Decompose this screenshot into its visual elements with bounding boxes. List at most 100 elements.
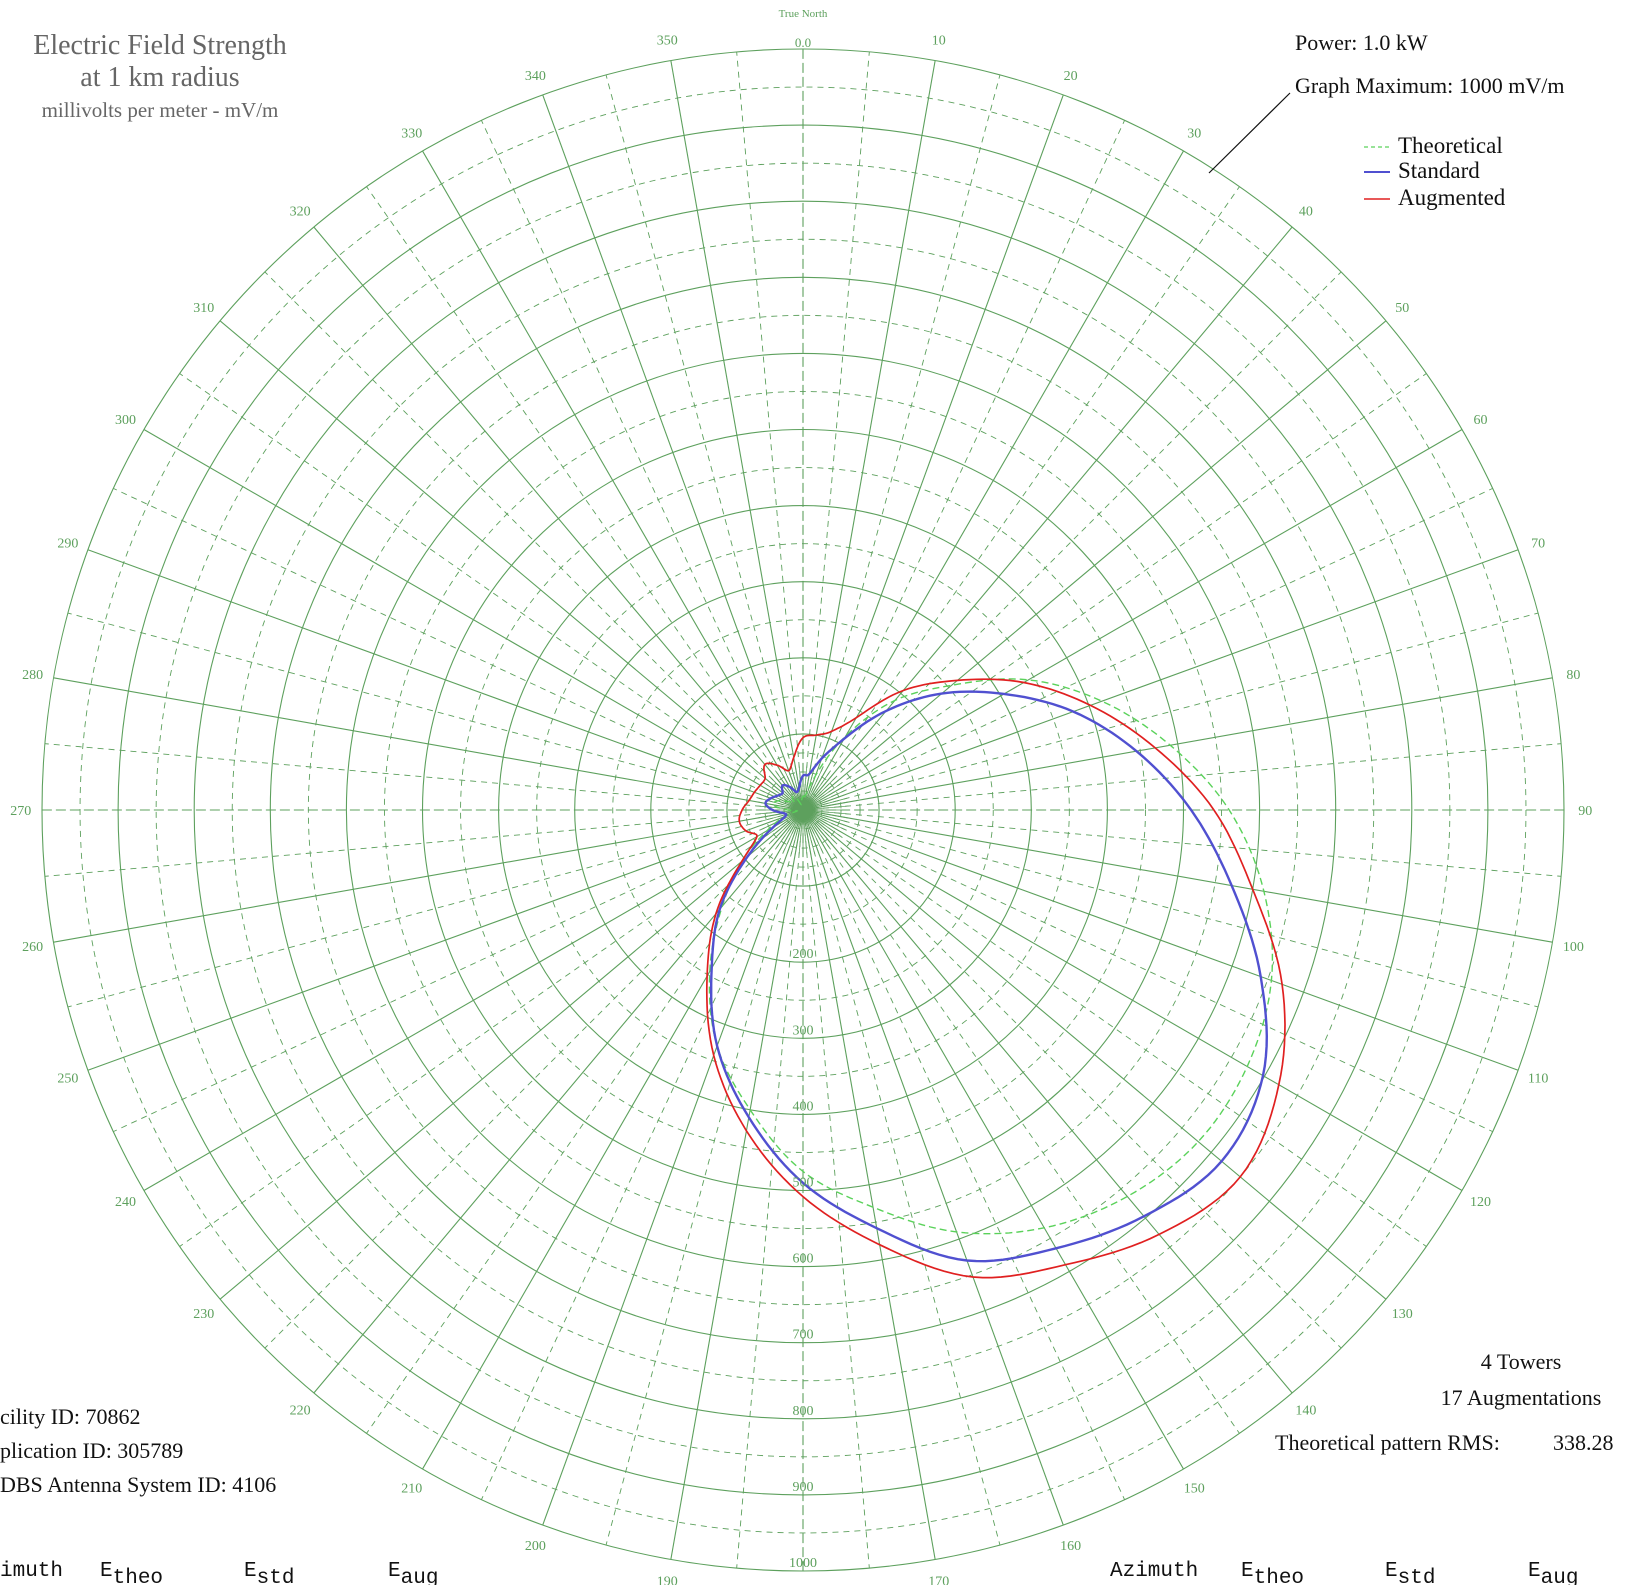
grid-spoke: [810, 814, 1463, 1191]
grid-spoke-minor: [366, 186, 799, 803]
table-header-right: Azimuth Etheo Estd Eaug: [1110, 1560, 1578, 1585]
facility-id: cility ID: 70862: [0, 1404, 141, 1429]
grid-spoke-minor: [44, 810, 794, 877]
header-azimuth: imuth: [0, 1560, 63, 1583]
towers-text: 4 Towers: [1481, 1349, 1562, 1374]
grid-spoke: [219, 815, 797, 1300]
angle-label: 40: [1299, 205, 1313, 220]
grid-spoke-minor: [736, 819, 803, 1569]
graph-max-text: Graph Maximum: 1000 mV/m: [1295, 73, 1564, 98]
ring-label: 800: [793, 1404, 814, 1419]
angle-label: 30: [1187, 127, 1201, 142]
grid-spoke: [542, 94, 801, 802]
rms-value: 338.28: [1553, 1430, 1614, 1455]
ring-label: 600: [793, 1252, 814, 1267]
grid-spoke: [807, 817, 1184, 1470]
angle-label: 120: [1470, 1195, 1491, 1210]
grid-spoke-minor: [179, 814, 796, 1247]
grid-spoke: [53, 677, 795, 809]
grid-spoke: [811, 549, 1519, 808]
augmentations-text: 17 Augmentations: [1441, 1385, 1602, 1410]
power-text: Power: 1.0 kW: [1295, 30, 1428, 55]
grid-spoke-minor: [480, 120, 800, 802]
grid-ring: [345, 352, 1261, 1268]
angle-label: 280: [22, 668, 43, 683]
ring-label: 500: [793, 1176, 814, 1191]
grid-spoke-minor: [736, 51, 803, 801]
header-e-theo: Etheo: [1241, 1560, 1304, 1585]
angle-label: 260: [22, 940, 43, 955]
grid-spoke-minor: [67, 612, 795, 809]
legend: Theoretical Standard Augmented: [1364, 133, 1506, 210]
grid-ring-minor: [460, 467, 1146, 1153]
chart-subtitle: at 1 km radius: [80, 62, 239, 93]
grid-ring-minor: [612, 619, 994, 1001]
angle-label: 300: [115, 413, 136, 428]
legend-augmented: Augmented: [1398, 185, 1506, 210]
angle-label: 50: [1395, 301, 1409, 316]
angle-label: 150: [1184, 1482, 1205, 1497]
rms-label: Theoretical pattern RMS:: [1275, 1430, 1500, 1455]
application-id: plication ID: 305789: [0, 1438, 183, 1463]
series-standard: [710, 690, 1269, 1263]
angle-label: 220: [290, 1403, 311, 1418]
grid-spoke: [811, 812, 1519, 1071]
angle-label: 0.0: [795, 35, 811, 50]
grid-spoke-minor: [605, 818, 802, 1546]
grid-spoke-minor: [807, 817, 1240, 1434]
angle-label: 210: [401, 1482, 422, 1497]
grid-spoke: [87, 812, 795, 1071]
grid-spoke: [313, 226, 798, 804]
angle-label: 290: [57, 536, 78, 551]
ring-label: 400: [793, 1099, 814, 1114]
angle-label: 350: [657, 34, 678, 49]
grid-spoke-minor: [803, 819, 870, 1569]
ring-label: 1000: [789, 1556, 817, 1571]
series-augmented: [705, 678, 1286, 1279]
grid-spoke: [219, 320, 797, 805]
grid-spoke: [143, 429, 796, 806]
grid-spoke-minor: [67, 811, 795, 1008]
angle-label: 230: [193, 1307, 214, 1322]
grid-spoke: [670, 818, 802, 1560]
angle-label: 320: [290, 205, 311, 220]
grid-spoke-minor: [809, 816, 1342, 1349]
grid-labels: 0.0 10 20 30 40 50 60 70 80 90 100 110 120 130 140 150 1…: [10, 34, 1592, 1585]
grid-spoke-minor: [366, 817, 799, 1434]
grid-spoke-minor: [811, 811, 1539, 1008]
ring-label: 700: [793, 1328, 814, 1343]
header-e-aug: Eaug: [388, 1560, 438, 1585]
grid-spoke: [53, 811, 795, 943]
grid-spoke: [807, 150, 1184, 803]
angle-label: 60: [1474, 413, 1488, 428]
grid-ring: [193, 200, 1413, 1420]
grid-spoke-minor: [480, 818, 800, 1500]
grid-spoke-minor: [804, 74, 1001, 802]
grid-spoke-minor: [811, 813, 1493, 1133]
grid-spoke: [805, 94, 1064, 802]
grid-spoke: [422, 150, 799, 803]
grid-spoke: [804, 60, 936, 802]
grid-ring: [726, 733, 880, 887]
grid-spoke: [808, 816, 1293, 1394]
grid-spoke: [87, 549, 795, 808]
angle-label: 240: [115, 1195, 136, 1210]
grid-spoke-minor: [806, 818, 1126, 1500]
angle-label: 170: [928, 1574, 949, 1585]
grid-spoke-minor: [806, 120, 1126, 802]
header-e-std: Estd: [1385, 1560, 1435, 1585]
angle-label: 100: [1563, 940, 1584, 955]
table-header-left: imuth Etheo Estd Eaug: [0, 1560, 438, 1585]
grid-spoke-minor: [44, 743, 794, 810]
grid-spoke-minor: [810, 814, 1427, 1247]
grid-spoke: [422, 817, 799, 1470]
header-azimuth: Azimuth: [1110, 1560, 1198, 1583]
angle-label: 110: [1528, 1072, 1548, 1087]
grid-spoke: [811, 677, 1553, 809]
grid-spoke-minor: [113, 813, 795, 1133]
angle-label: 130: [1392, 1307, 1413, 1322]
angle-label: 80: [1566, 668, 1580, 683]
grid-spoke: [313, 816, 798, 1394]
grid-ring-minor: [79, 86, 1527, 1534]
